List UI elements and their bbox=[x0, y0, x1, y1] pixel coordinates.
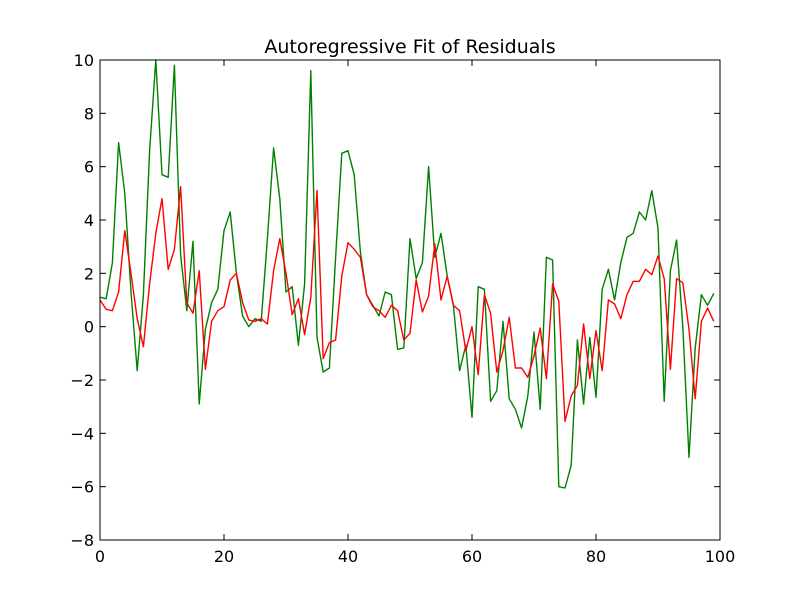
x-tick-label: 80 bbox=[586, 547, 606, 566]
series-line-1 bbox=[99, 59, 715, 489]
x-tick-label: 60 bbox=[462, 547, 482, 566]
y-tick-label: −8 bbox=[70, 531, 94, 550]
x-tick-label: 100 bbox=[705, 547, 736, 566]
series-layer bbox=[99, 59, 715, 489]
y-tick-label: 0 bbox=[84, 318, 94, 337]
plot-frame bbox=[99, 59, 721, 541]
y-tick-label: 10 bbox=[74, 51, 94, 70]
y-tick-label: 8 bbox=[84, 104, 94, 123]
y-tick-label: 4 bbox=[84, 211, 94, 230]
axes-layer: 0 20 40 60 80 100 −8 −6 −4 −2 0 2 4 6 8 10 bbox=[70, 51, 735, 566]
y-tick-label: 2 bbox=[84, 264, 94, 283]
x-tick-label: 20 bbox=[214, 547, 234, 566]
series-line-2 bbox=[99, 185, 715, 423]
x-tick-label: 0 bbox=[95, 547, 105, 566]
chart-title: Autoregressive Fit of Residuals bbox=[264, 36, 555, 58]
y-tick-label: −2 bbox=[70, 371, 94, 390]
y-tick-label: −6 bbox=[70, 478, 94, 497]
y-tick-label: −4 bbox=[70, 424, 94, 443]
x-tick-label: 40 bbox=[338, 547, 358, 566]
y-tick-label: 6 bbox=[84, 158, 94, 177]
